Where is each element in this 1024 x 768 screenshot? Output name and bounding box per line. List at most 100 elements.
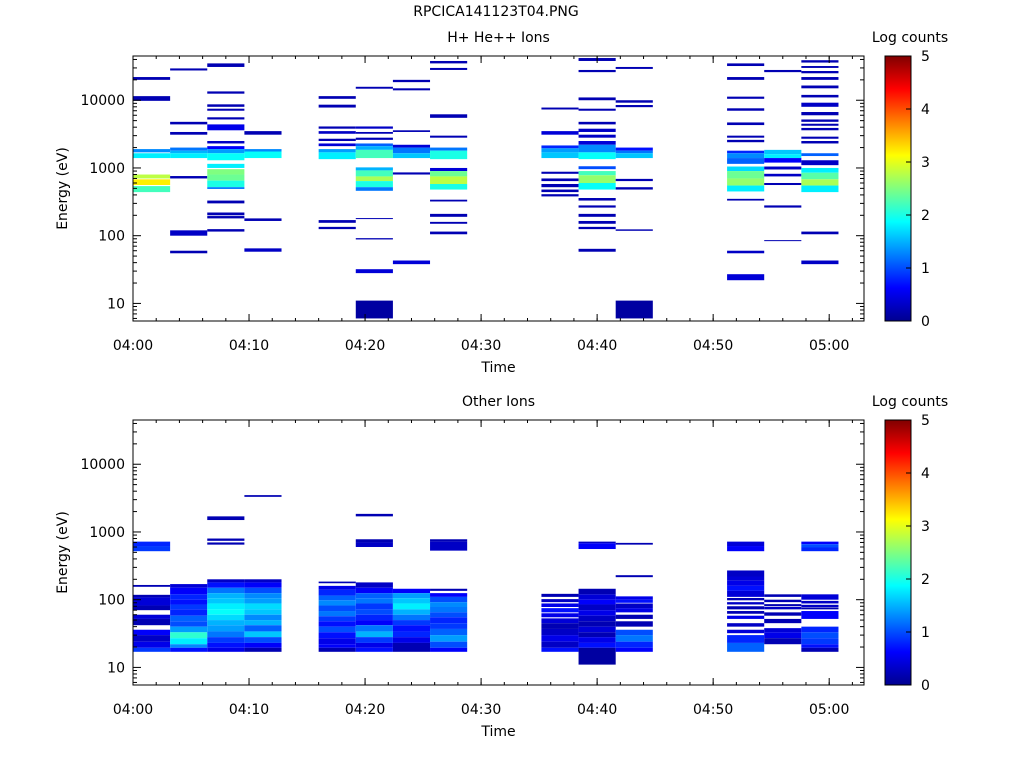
heatmap-cell bbox=[615, 575, 653, 578]
heatmap-cell bbox=[578, 615, 616, 622]
heatmap-cell bbox=[355, 137, 393, 140]
heatmap-cell bbox=[392, 79, 431, 83]
heatmap-cell bbox=[207, 153, 245, 161]
heatmap-cell bbox=[578, 152, 616, 160]
heatmap-cell bbox=[578, 610, 616, 616]
heatmap-cell bbox=[801, 172, 839, 180]
heatmap-cell bbox=[355, 593, 393, 599]
x-axis-label: Time bbox=[480, 360, 515, 376]
heatmap-cell bbox=[207, 609, 245, 615]
heatmap-cell bbox=[430, 647, 468, 652]
heatmap-cell bbox=[801, 547, 839, 552]
heatmap-cell bbox=[207, 124, 245, 131]
heatmap-cell bbox=[355, 269, 393, 274]
heatmap-cell bbox=[801, 626, 839, 633]
heatmap-cell bbox=[764, 628, 802, 633]
heatmap-cell bbox=[764, 69, 802, 73]
heatmap-cell bbox=[355, 620, 393, 626]
heatmap-cell bbox=[355, 149, 393, 159]
heatmap-cell bbox=[244, 587, 282, 594]
y-tick-label: 10 bbox=[107, 660, 125, 676]
heatmap-cell bbox=[133, 597, 171, 606]
heatmap-cell bbox=[355, 126, 393, 129]
y-axis-label: Energy (eV) bbox=[55, 511, 71, 594]
heatmap-cell bbox=[541, 152, 579, 159]
heatmap-cell bbox=[207, 63, 245, 67]
heatmap-cell bbox=[355, 637, 393, 643]
colorbar-tick-label: 3 bbox=[921, 155, 930, 171]
heatmap-cell bbox=[727, 602, 765, 605]
heatmap-cell bbox=[430, 199, 468, 202]
heatmap-cell bbox=[615, 629, 653, 636]
x-tick-label: 04:00 bbox=[113, 338, 153, 354]
heatmap-cell bbox=[764, 607, 802, 610]
y-axis-label: Energy (eV) bbox=[55, 147, 71, 230]
heatmap-cell bbox=[727, 611, 765, 614]
heatmap-cell bbox=[578, 141, 616, 145]
heatmap-cell bbox=[615, 187, 653, 190]
heatmap-cell bbox=[244, 631, 282, 638]
heatmap-cell bbox=[318, 621, 356, 627]
heatmap-cell bbox=[578, 226, 616, 230]
heatmap-cell bbox=[801, 66, 839, 68]
heatmap-cell bbox=[170, 621, 208, 627]
heatmap-cell bbox=[615, 178, 653, 182]
heatmap-cell bbox=[727, 198, 765, 201]
heatmap-cell bbox=[133, 546, 171, 552]
heatmap-cell bbox=[801, 544, 839, 548]
heatmap-cell bbox=[578, 175, 616, 183]
heatmap-cell bbox=[392, 88, 431, 91]
heatmap-cell bbox=[355, 238, 393, 240]
heatmap-cell bbox=[207, 229, 245, 232]
heatmap-cell bbox=[244, 603, 282, 610]
heatmap-cell bbox=[801, 71, 839, 74]
heatmap-cell bbox=[355, 143, 393, 147]
heatmap-cell bbox=[392, 609, 431, 615]
heatmap-cell bbox=[727, 597, 765, 601]
x-tick-label: 04:30 bbox=[461, 702, 501, 718]
heatmap-cell bbox=[318, 605, 356, 612]
heatmap-cell bbox=[355, 625, 393, 632]
colorbar-label: Log counts bbox=[872, 30, 948, 46]
heatmap-cell bbox=[318, 600, 356, 606]
heatmap-cell bbox=[133, 96, 171, 101]
heatmap-cell bbox=[764, 154, 802, 159]
heatmap-cell bbox=[170, 609, 208, 616]
heatmap-cell bbox=[318, 581, 356, 584]
y-tick-label: 10000 bbox=[80, 93, 125, 109]
heatmap-cell bbox=[318, 220, 356, 223]
heatmap-cell bbox=[764, 158, 802, 163]
heatmap-cell bbox=[578, 69, 616, 73]
heatmap-cell bbox=[801, 141, 839, 144]
colorbar-tick-label: 1 bbox=[921, 625, 930, 641]
heatmap-cell bbox=[244, 614, 282, 621]
heatmap-cell bbox=[727, 635, 765, 643]
heatmap-cell bbox=[133, 629, 171, 636]
colorbar-tick-label: 4 bbox=[921, 102, 930, 118]
heatmap-cell bbox=[392, 130, 431, 132]
heatmap-cell bbox=[727, 96, 765, 99]
y-tick-label: 10 bbox=[107, 296, 125, 312]
heatmap-cell bbox=[170, 647, 208, 652]
heatmap-cell bbox=[541, 641, 579, 648]
heatmap-cell bbox=[392, 172, 431, 175]
heatmap-cell bbox=[430, 635, 468, 642]
y-tick-label: 10000 bbox=[80, 457, 125, 473]
heatmap-cell bbox=[207, 603, 245, 610]
x-tick-label: 05:00 bbox=[809, 702, 849, 718]
heatmap-cell bbox=[801, 112, 839, 116]
heatmap-cell bbox=[578, 213, 616, 217]
heatmap-cell bbox=[207, 149, 245, 154]
heatmap-cell bbox=[170, 594, 208, 600]
heatmap-cell bbox=[801, 541, 839, 545]
heatmap-cell bbox=[207, 582, 245, 588]
heatmap-cell bbox=[727, 580, 765, 586]
heatmap-cell bbox=[355, 218, 393, 220]
heatmap-cell bbox=[392, 593, 431, 599]
heatmap-cell bbox=[727, 541, 765, 547]
x-tick-label: 04:20 bbox=[345, 338, 385, 354]
heatmap-cell bbox=[318, 143, 356, 147]
heatmap-cell bbox=[764, 149, 802, 155]
panel-title: Other Ions bbox=[462, 394, 535, 410]
heatmap-cell bbox=[801, 85, 839, 89]
